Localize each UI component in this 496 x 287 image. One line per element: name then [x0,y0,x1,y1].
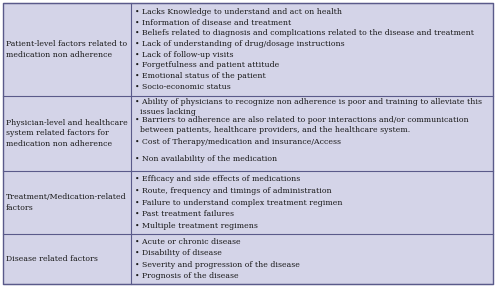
Text: Physician-level and healthcare
system related factors for
medication non adheren: Physician-level and healthcare system re… [6,119,128,148]
Text: • Disability of disease: • Disability of disease [135,249,222,257]
Text: • Cost of Therapy/medication and insurance/Access: • Cost of Therapy/medication and insuran… [135,138,341,146]
Text: • Information of disease and treatment: • Information of disease and treatment [135,19,292,27]
Text: • Past treatment failures: • Past treatment failures [135,210,235,218]
Text: Disease related factors: Disease related factors [6,255,98,263]
Text: • Beliefs related to diagnosis and complications related to the disease and trea: • Beliefs related to diagnosis and compl… [135,29,474,37]
Text: • Multiple treatment regimens: • Multiple treatment regimens [135,222,258,230]
Bar [3,96,493,171]
Text: • Emotional status of the patient: • Emotional status of the patient [135,72,266,80]
Text: • Forgetfulness and patient attitude: • Forgetfulness and patient attitude [135,61,280,69]
Bar [3,234,493,284]
Text: • Non availability of the medication: • Non availability of the medication [135,155,277,163]
Text: • Efficacy and side effects of medications: • Efficacy and side effects of medicatio… [135,175,301,183]
Text: • Acute or chronic disease: • Acute or chronic disease [135,238,241,246]
Text: • Lacks Knowledge to understand and act on health: • Lacks Knowledge to understand and act … [135,8,342,16]
Text: • Ability of physicians to recognize non adherence is poor and training to allev: • Ability of physicians to recognize non… [135,98,483,117]
Text: • Severity and progression of the disease: • Severity and progression of the diseas… [135,261,300,269]
Text: • Socio-economic status: • Socio-economic status [135,83,231,91]
Text: • Lack of understanding of drug/dosage instructions: • Lack of understanding of drug/dosage i… [135,40,345,48]
Bar [3,171,493,234]
Text: • Lack of follow-up visits: • Lack of follow-up visits [135,51,234,59]
Bar [3,3,493,96]
Text: • Barriers to adherence are also related to poor interactions and/or communicati: • Barriers to adherence are also related… [135,116,469,134]
Text: • Failure to understand complex treatment regimen: • Failure to understand complex treatmen… [135,199,343,207]
Text: Treatment/Medication-related
factors: Treatment/Medication-related factors [6,193,126,212]
Text: • Route, frequency and timings of administration: • Route, frequency and timings of admini… [135,187,332,195]
Text: Patient-level factors related to
medication non adherence: Patient-level factors related to medicat… [6,40,127,59]
Text: • Prognosis of the disease: • Prognosis of the disease [135,272,239,280]
